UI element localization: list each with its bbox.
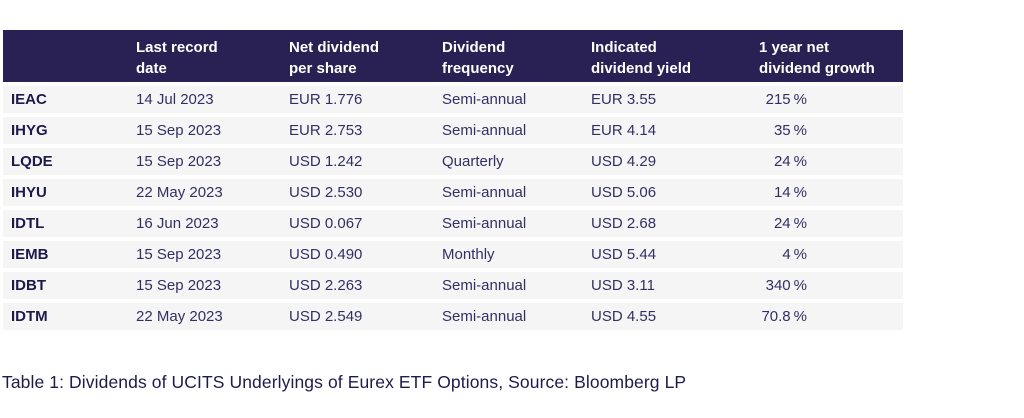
cell-last-record-date: 15 Sep 2023: [136, 272, 289, 299]
cell-last-record-date: 14 Jul 2023: [136, 86, 289, 113]
cell-dividend-frequency: Semi-annual: [442, 179, 591, 206]
table-caption: Table 1: Dividends of UCITS Underlyings …: [2, 372, 687, 392]
cell-last-record-date: 15 Sep 2023: [136, 148, 289, 175]
cell-indicated-dividend-yield: EUR 4.14: [591, 117, 759, 144]
cell-net-dividend-per-share: USD 2.530: [289, 179, 442, 206]
table-row: IEAC 14 Jul 2023 EUR 1.776 Semi-annual EUR 3…: [3, 86, 903, 113]
cell-last-record-date: 22 May 2023: [136, 303, 289, 330]
cell-indicated-dividend-yield: USD 5.44: [591, 241, 759, 268]
header-last-record-date: Last record date: [136, 30, 289, 82]
cell-indicated-dividend-yield: USD 4.55: [591, 303, 759, 330]
cell-net-dividend-per-share: USD 0.067: [289, 210, 442, 237]
header-indicated-dividend-yield: Indicated dividend yield: [591, 30, 759, 82]
table-row: IDTM 22 May 2023 USD 2.549 Semi-annual USD 4…: [3, 303, 903, 330]
table-row: IDBT 15 Sep 2023 USD 2.263 Semi-annual USD 3…: [3, 272, 903, 299]
cell-last-record-date: 16 Jun 2023: [136, 210, 289, 237]
cell-dividend-frequency: Semi-annual: [442, 117, 591, 144]
header-net-dividend-per-share: Net dividend per share: [289, 30, 442, 82]
table-body: IEAC 14 Jul 2023 EUR 1.776 Semi-annual EUR 3…: [3, 86, 903, 330]
cell-indicated-dividend-yield: EUR 3.55: [591, 86, 759, 113]
cell-indicated-dividend-yield: USD 2.68: [591, 210, 759, 237]
cell-dividend-frequency: Semi-annual: [442, 210, 591, 237]
cell-ticker: IDTL: [3, 210, 136, 237]
cell-1-year-net-dividend-growth: 24 %: [759, 148, 903, 175]
cell-ticker: IDBT: [3, 272, 136, 299]
cell-1-year-net-dividend-growth: 70.8 %: [759, 303, 903, 330]
table-row: IHYU 22 May 2023 USD 2.530 Semi-annual USD 5…: [3, 179, 903, 206]
cell-last-record-date: 15 Sep 2023: [136, 241, 289, 268]
cell-1-year-net-dividend-growth: 4 %: [759, 241, 903, 268]
header-1-year-net-dividend-growth: 1 year net dividend growth: [759, 30, 903, 82]
cell-dividend-frequency: Semi-annual: [442, 303, 591, 330]
table-header-row: Last record date Net dividend per share …: [3, 30, 903, 82]
cell-ticker: IDTM: [3, 303, 136, 330]
cell-net-dividend-per-share: EUR 2.753: [289, 117, 442, 144]
cell-indicated-dividend-yield: USD 3.11: [591, 272, 759, 299]
table-row: IEMB 15 Sep 2023 USD 0.490 Monthly USD 5.44 4…: [3, 241, 903, 268]
header-ticker: [3, 30, 136, 82]
table-row: IHYG 15 Sep 2023 EUR 2.753 Semi-annual EUR 4…: [3, 117, 903, 144]
cell-net-dividend-per-share: USD 2.263: [289, 272, 442, 299]
cell-1-year-net-dividend-growth: 215 %: [759, 86, 903, 113]
cell-indicated-dividend-yield: USD 4.29: [591, 148, 759, 175]
header-dividend-frequency: Dividend frequency: [442, 30, 591, 82]
table-row: LQDE 15 Sep 2023 USD 1.242 Quarterly USD 4.2…: [3, 148, 903, 175]
cell-dividend-frequency: Semi-annual: [442, 272, 591, 299]
cell-dividend-frequency: Monthly: [442, 241, 591, 268]
cell-indicated-dividend-yield: USD 5.06: [591, 179, 759, 206]
cell-last-record-date: 15 Sep 2023: [136, 117, 289, 144]
cell-ticker: IEAC: [3, 86, 136, 113]
cell-1-year-net-dividend-growth: 24 %: [759, 210, 903, 237]
cell-net-dividend-per-share: USD 1.242: [289, 148, 442, 175]
cell-ticker: LQDE: [3, 148, 136, 175]
cell-ticker: IHYU: [3, 179, 136, 206]
cell-dividend-frequency: Quarterly: [442, 148, 591, 175]
table-row: IDTL 16 Jun 2023 USD 0.067 Semi-annual USD 2…: [3, 210, 903, 237]
cell-1-year-net-dividend-growth: 340 %: [759, 272, 903, 299]
dividends-table: Last record date Net dividend per share …: [3, 26, 903, 334]
cell-net-dividend-per-share: USD 0.490: [289, 241, 442, 268]
cell-1-year-net-dividend-growth: 14 %: [759, 179, 903, 206]
cell-1-year-net-dividend-growth: 35 %: [759, 117, 903, 144]
cell-dividend-frequency: Semi-annual: [442, 86, 591, 113]
cell-net-dividend-per-share: EUR 1.776: [289, 86, 442, 113]
cell-net-dividend-per-share: USD 2.549: [289, 303, 442, 330]
cell-ticker: IEMB: [3, 241, 136, 268]
cell-ticker: IHYG: [3, 117, 136, 144]
cell-last-record-date: 22 May 2023: [136, 179, 289, 206]
